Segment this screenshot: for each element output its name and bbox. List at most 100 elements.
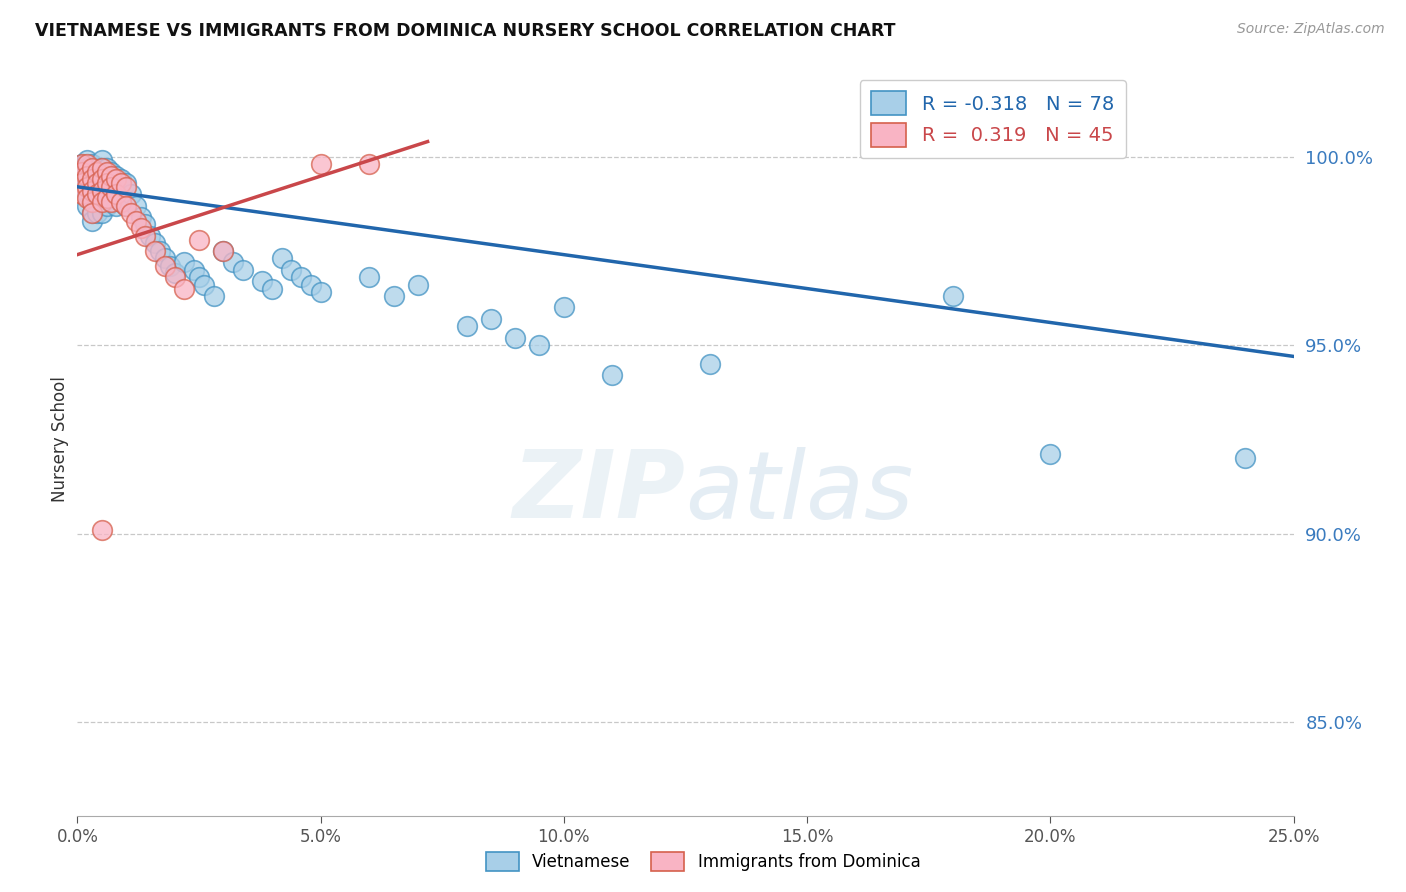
Point	[100, 179, 122, 194]
Point	[76, 179, 98, 194]
Point	[80, 184, 103, 198]
Point	[110, 172, 132, 186]
Point	[406, 277, 429, 292]
Point	[115, 179, 138, 194]
Point	[86, 206, 108, 220]
Point	[70, 157, 93, 171]
Point	[105, 199, 128, 213]
Point	[503, 330, 526, 344]
Point	[86, 165, 108, 179]
Point	[110, 176, 132, 190]
Point	[193, 277, 215, 292]
Point	[299, 277, 322, 292]
Point	[479, 311, 502, 326]
Point	[96, 165, 118, 179]
Text: atlas: atlas	[686, 447, 914, 538]
Point	[90, 172, 112, 186]
Point	[139, 228, 162, 243]
Point	[90, 172, 112, 186]
Point	[1039, 447, 1062, 461]
Point	[222, 255, 245, 269]
Point	[173, 281, 195, 295]
Text: ZIP: ZIP	[513, 446, 686, 538]
Point	[96, 191, 118, 205]
Point	[105, 187, 128, 202]
Point	[76, 169, 98, 183]
Point	[90, 153, 112, 168]
Point	[163, 270, 186, 285]
Point	[100, 169, 122, 183]
Point	[125, 213, 148, 227]
Point	[96, 172, 118, 186]
Point	[80, 206, 103, 220]
Point	[153, 259, 176, 273]
Point	[80, 161, 103, 175]
Point	[134, 228, 156, 243]
Y-axis label: Nursery School: Nursery School	[51, 376, 69, 502]
Point	[260, 281, 283, 295]
Point	[105, 169, 128, 183]
Point	[115, 176, 138, 190]
Point	[309, 157, 332, 171]
Point	[212, 244, 235, 258]
Legend: Vietnamese, Immigrants from Dominica: Vietnamese, Immigrants from Dominica	[478, 843, 928, 880]
Point	[76, 153, 98, 168]
Point	[280, 262, 302, 277]
Point	[70, 165, 93, 179]
Point	[86, 184, 108, 198]
Point	[80, 157, 103, 171]
Point	[125, 199, 148, 213]
Point	[553, 301, 575, 315]
Point	[70, 169, 93, 183]
Point	[232, 262, 254, 277]
Point	[80, 206, 103, 220]
Point	[110, 194, 132, 209]
Point	[143, 244, 166, 258]
Point	[309, 285, 332, 300]
Point	[699, 357, 721, 371]
Point	[173, 255, 195, 269]
Point	[96, 199, 118, 213]
Point	[76, 157, 98, 171]
Point	[382, 289, 405, 303]
Point	[456, 319, 478, 334]
Point	[110, 194, 132, 209]
Point	[100, 194, 122, 209]
Point	[70, 176, 93, 190]
Point	[96, 184, 118, 198]
Point	[163, 267, 186, 281]
Point	[76, 191, 98, 205]
Point	[100, 194, 122, 209]
Point	[90, 206, 112, 220]
Point	[105, 184, 128, 198]
Point	[76, 187, 98, 202]
Point	[90, 194, 112, 209]
Point	[250, 274, 273, 288]
Point	[70, 176, 93, 190]
Point	[96, 176, 118, 190]
Point	[90, 184, 112, 198]
Point	[90, 161, 112, 175]
Point	[120, 206, 142, 220]
Point	[70, 187, 93, 202]
Point	[188, 270, 211, 285]
Point	[86, 187, 108, 202]
Point	[134, 218, 156, 232]
Point	[86, 194, 108, 209]
Point	[80, 172, 103, 186]
Point	[143, 236, 166, 251]
Point	[86, 172, 108, 186]
Point	[96, 161, 118, 175]
Point	[80, 176, 103, 190]
Point	[120, 187, 142, 202]
Point	[129, 221, 152, 235]
Point	[105, 172, 128, 186]
Point	[76, 172, 98, 186]
Point	[202, 289, 225, 303]
Point	[90, 184, 112, 198]
Point	[183, 262, 205, 277]
Point	[115, 199, 138, 213]
Point	[90, 161, 112, 175]
Point	[115, 199, 138, 213]
Text: VIETNAMESE VS IMMIGRANTS FROM DOMINICA NURSERY SCHOOL CORRELATION CHART: VIETNAMESE VS IMMIGRANTS FROM DOMINICA N…	[35, 22, 896, 40]
